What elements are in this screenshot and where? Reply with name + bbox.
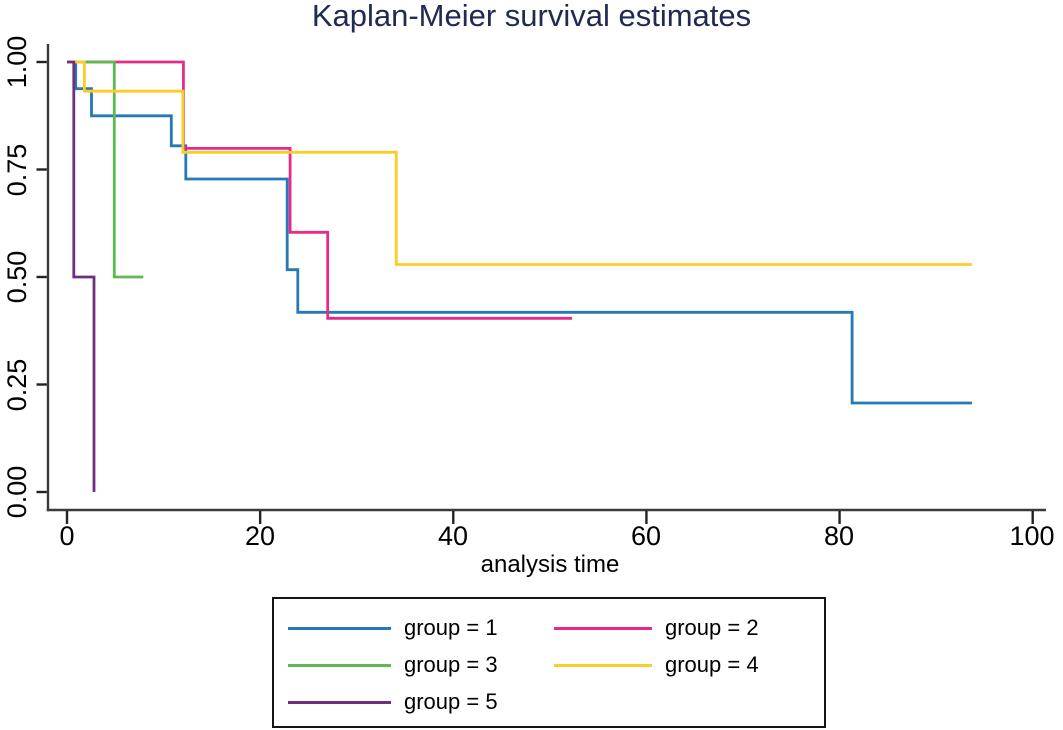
survival-curve-group=1 (67, 60, 972, 405)
legend-label-group-2: group = 2 (665, 615, 759, 640)
legend-swatch-group-2 (554, 626, 652, 630)
legend-item-group-4: group = 4 (554, 652, 759, 677)
legend-swatch-group-1 (288, 626, 391, 630)
legend: group = 1 group = 2 group = 3 group = 4 … (272, 597, 826, 728)
x-tick-label-80: 80 (823, 521, 855, 551)
x-tick-label-60: 60 (630, 521, 662, 551)
survival-curve-group=4 (67, 60, 972, 266)
y-tick-label-0.50: 0.50 (2, 250, 32, 304)
legend-swatch-group-4 (554, 663, 652, 667)
legend-label-group-4: group = 4 (665, 652, 759, 677)
legend-swatch-group-3 (288, 663, 391, 667)
x-tick-label-0: 0 (59, 521, 75, 551)
y-tick-label-0.75: 0.75 (2, 143, 32, 196)
legend-item-group-1: group = 1 (288, 615, 498, 640)
survival-curve-group=2 (67, 60, 573, 320)
legend-label-group-3: group = 3 (404, 652, 498, 677)
legend-label-group-1: group = 1 (404, 615, 498, 640)
y-tick-label-0.00: 0.00 (2, 465, 32, 519)
x-axis-title: analysis time (480, 551, 620, 578)
legend-swatch-group-5 (288, 700, 391, 704)
legend-label-group-5: group = 5 (404, 689, 498, 714)
y-tick-label-0.25: 0.25 (2, 358, 32, 411)
chart-title: Kaplan-Meier survival estimates (311, 0, 752, 33)
legend-item-group-3: group = 3 (288, 652, 498, 677)
x-tick-label-40: 40 (437, 521, 469, 551)
legend-item-group-2: group = 2 (554, 615, 759, 640)
legend-item-group-5: group = 5 (288, 689, 498, 714)
survival-curve-group=5 (67, 60, 96, 492)
survival-curve-group=3 (67, 60, 144, 279)
y-tick-label-1.00: 1.00 (2, 35, 32, 89)
x-tick-label-100: 100 (1009, 521, 1055, 551)
x-tick-label-20: 20 (244, 521, 276, 551)
